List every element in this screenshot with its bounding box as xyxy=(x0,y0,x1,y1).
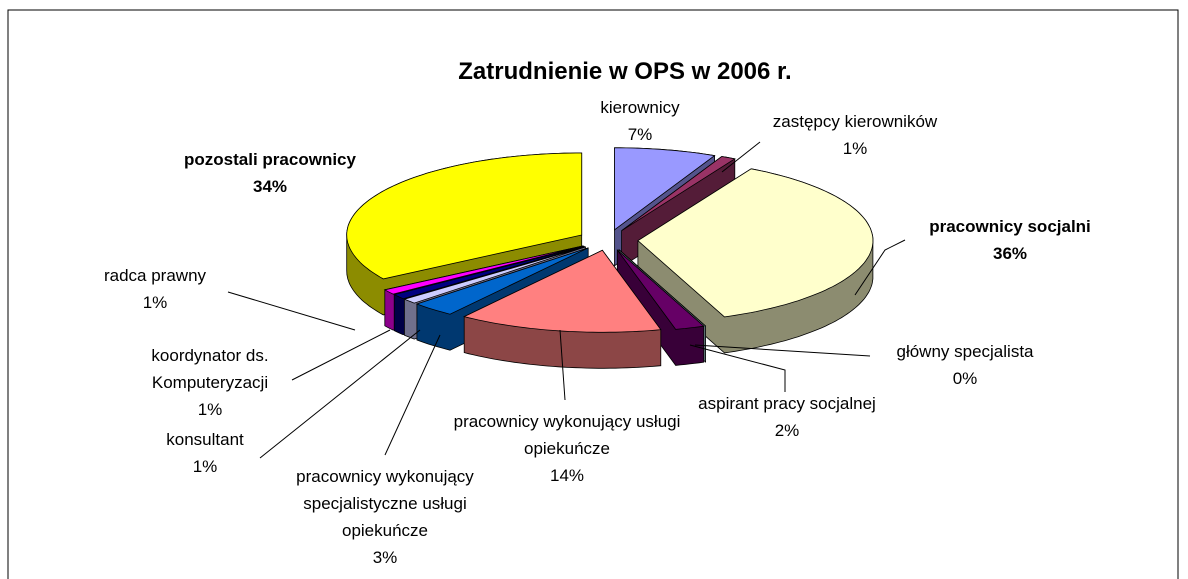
slice-label: pracownicy wykonujący specjalistyczne us… xyxy=(280,463,490,571)
category-label: konsultant xyxy=(166,430,244,449)
value-label: 2% xyxy=(774,421,800,440)
chart-border xyxy=(7,9,1179,579)
slice-label: radca prawny 1% xyxy=(5,262,305,316)
category-label: radca prawny xyxy=(103,266,207,285)
slice-label: konsultant 1% xyxy=(55,426,355,480)
category-label: zastępcy kierowników xyxy=(772,112,938,131)
slice xyxy=(346,152,583,280)
slice xyxy=(614,147,716,231)
slice-label: zastępcy kierowników 1% xyxy=(705,108,1005,162)
leader-line xyxy=(559,329,566,401)
leader-line xyxy=(854,239,906,296)
value-label: 1% xyxy=(842,139,868,158)
slice-label: pracownicy wykonujący usługi opiekuńcze 1… xyxy=(452,408,682,489)
category-label: pracownicy wykonujący usługi opiekuńcze xyxy=(453,412,681,458)
slice-label: pozostali pracownicy 34% xyxy=(120,146,420,200)
value-label: 3% xyxy=(372,548,398,567)
leader-line xyxy=(689,344,786,392)
category-label: koordynator ds. Komputeryzacji xyxy=(151,346,269,392)
value-label: 1% xyxy=(192,457,218,476)
category-label: pracownicy wykonujący specjalistyczne us… xyxy=(296,467,474,540)
leader-line xyxy=(291,329,391,381)
leader-line xyxy=(694,344,871,357)
chart-title: Zatrudnienie w OPS w 2006 r. xyxy=(458,58,792,85)
slice xyxy=(618,249,706,327)
category-label: główny specjalista xyxy=(896,342,1034,361)
slice-label: koordynator ds. Komputeryzacji 1% xyxy=(125,342,295,423)
slice xyxy=(393,246,585,300)
slice xyxy=(415,247,589,315)
slice xyxy=(621,156,736,232)
leader-line xyxy=(721,141,761,173)
slice xyxy=(616,249,705,330)
slice xyxy=(383,245,584,295)
value-label: 34% xyxy=(252,177,288,196)
category-label: kierownicy xyxy=(600,98,680,117)
leader-line xyxy=(227,291,356,331)
slice-label: główny specjalista 0% xyxy=(815,338,1115,392)
slice xyxy=(403,246,586,304)
value-label: 14% xyxy=(549,466,585,485)
slice-label: aspirant pracy socjalnej 2% xyxy=(637,390,937,444)
value-label: 1% xyxy=(197,400,223,419)
value-label: 36% xyxy=(992,244,1028,263)
value-label: 0% xyxy=(952,369,978,388)
leader-line xyxy=(259,329,421,459)
category-label: aspirant pracy socjalnej xyxy=(698,394,876,413)
value-label: 7% xyxy=(627,125,653,144)
category-label: pozostali pracownicy xyxy=(184,150,356,169)
slice-label: pracownicy socjalni 36% xyxy=(860,213,1160,267)
leader-line xyxy=(384,334,441,456)
category-label: pracownicy socjalni xyxy=(929,217,1091,236)
slice-label: kierownicy 7% xyxy=(490,94,790,148)
value-label: 1% xyxy=(142,293,168,312)
slice xyxy=(463,249,662,333)
slice xyxy=(637,168,874,318)
